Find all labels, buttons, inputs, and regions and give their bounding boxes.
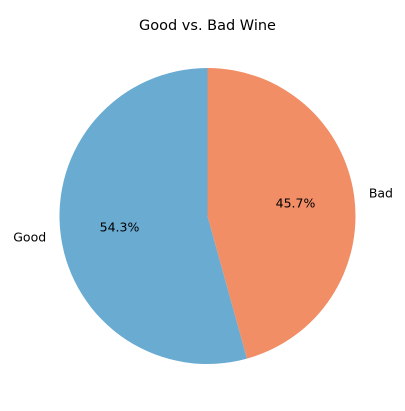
slice-label-bad: Bad — [369, 186, 393, 201]
slice-percent-good: 54.3% — [100, 219, 140, 234]
slice-percent-bad: 45.7% — [276, 196, 316, 211]
pie-slice-bad — [207, 68, 356, 359]
pie-labels: Good 54.3% Bad 45.7% — [13, 186, 393, 245]
slice-label-good: Good — [13, 229, 46, 244]
pie-slice-good — [59, 68, 248, 364]
chart-title: Good vs. Bad Wine — [139, 18, 276, 34]
pie-slices — [59, 68, 356, 364]
